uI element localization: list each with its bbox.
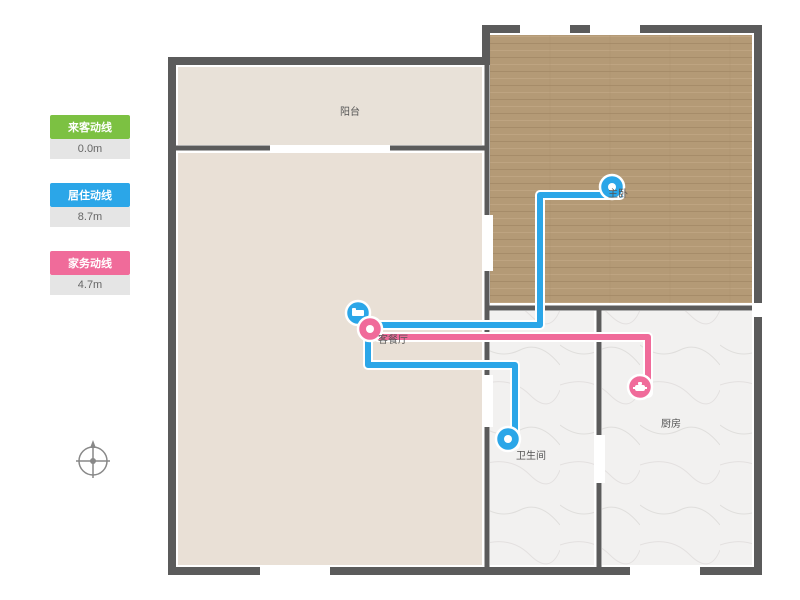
room-label-bathroom: 卫生间 bbox=[516, 447, 546, 462]
legend-value: 8.7m bbox=[50, 207, 130, 227]
room-label-balcony: 阳台 bbox=[340, 103, 360, 118]
legend-label: 家务动线 bbox=[50, 251, 130, 275]
room-label-bedroom: 主卧 bbox=[608, 185, 628, 200]
room-label-kitchen: 厨房 bbox=[661, 415, 681, 430]
compass-icon bbox=[72, 440, 114, 482]
legend-item-chore: 家务动线 4.7m bbox=[50, 251, 130, 295]
legend-item-living: 居住动线 8.7m bbox=[50, 183, 130, 227]
legend: 来客动线 0.0m 居住动线 8.7m 家务动线 4.7m bbox=[50, 115, 130, 319]
legend-value: 4.7m bbox=[50, 275, 130, 295]
floorplan: 阳台 客餐厅 主卧 卫生间 厨房 bbox=[160, 15, 765, 580]
legend-label: 居住动线 bbox=[50, 183, 130, 207]
legend-item-guest: 来客动线 0.0m bbox=[50, 115, 130, 159]
legend-label: 来客动线 bbox=[50, 115, 130, 139]
room-label-living: 客餐厅 bbox=[378, 331, 408, 346]
legend-value: 0.0m bbox=[50, 139, 130, 159]
